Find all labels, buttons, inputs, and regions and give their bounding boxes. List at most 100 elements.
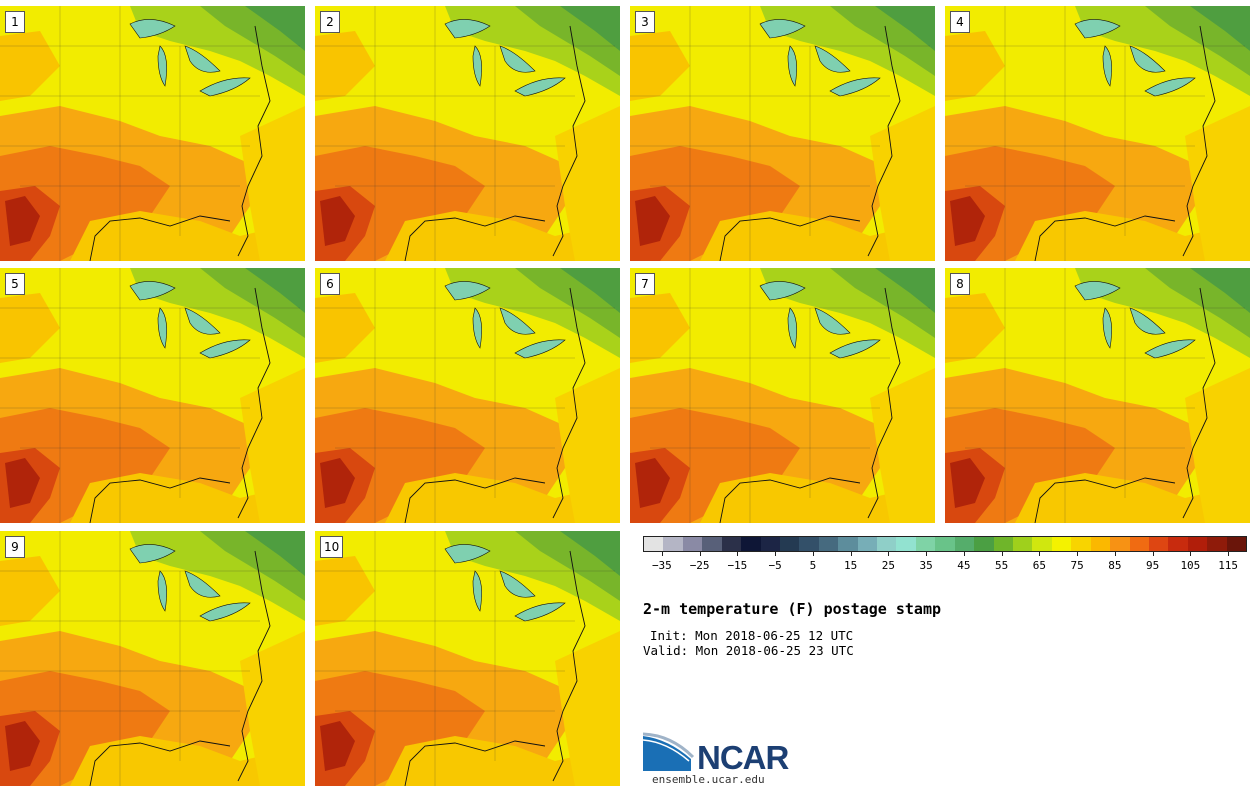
panel-number: 3 — [635, 11, 655, 33]
colorbar-tick-mark — [888, 552, 890, 556]
panel-number: 6 — [320, 273, 340, 295]
colorbar-swatch — [974, 537, 994, 551]
plot-title: 2-m temperature (F) postage stamp — [643, 600, 942, 618]
colorbar-swatch — [1090, 537, 1111, 551]
member-map-9: 9 — [0, 531, 305, 786]
logo-url: ensemble.ucar.edu — [652, 773, 765, 786]
member-map-1: 1 — [0, 6, 305, 261]
panel-number: 4 — [950, 11, 970, 33]
colorbar-swatch — [838, 537, 858, 551]
colorbar-tick-label: 45 — [957, 559, 971, 572]
init-time: Init: Mon 2018-06-25 12 UTC — [650, 628, 854, 643]
colorbar-tick-label: 15 — [844, 559, 858, 572]
colorbar-tick-label: −15 — [727, 559, 748, 572]
panel-number: 1 — [5, 11, 25, 33]
colorbar-tick-label: −5 — [768, 559, 782, 572]
colorbar-swatch — [877, 537, 897, 551]
colorbar-swatch — [1129, 537, 1149, 551]
colorbar-swatch — [682, 537, 703, 551]
temperature-map — [945, 6, 1250, 261]
colorbar-swatch — [1168, 537, 1188, 551]
panel-number: 8 — [950, 273, 970, 295]
logo-wordmark: NCAR — [697, 739, 789, 776]
colorbar-swatch — [935, 537, 955, 551]
colorbar-swatch — [1187, 537, 1208, 551]
temperature-map — [630, 268, 935, 523]
colorbar-tick-label: −25 — [689, 559, 710, 572]
colorbar-swatch — [1051, 537, 1072, 551]
colorbar-swatch — [1226, 537, 1247, 551]
member-map-7: 7 — [630, 268, 935, 523]
panel-number: 10 — [320, 536, 344, 558]
colorbar-tick-label: 25 — [881, 559, 895, 572]
colorbar-tick-label: 65 — [1032, 559, 1046, 572]
colorbar-swatch — [915, 537, 936, 551]
member-map-3: 3 — [630, 6, 935, 261]
colorbar-swatch — [1207, 537, 1227, 551]
temperature-colorbar — [643, 536, 1247, 552]
temperature-map — [945, 268, 1250, 523]
panel-number: 2 — [320, 11, 340, 33]
colorbar-swatch — [779, 537, 800, 551]
colorbar-tick-mark — [926, 552, 928, 556]
colorbar-swatch — [1071, 537, 1091, 551]
colorbar-swatch — [818, 537, 839, 551]
panel-number: 9 — [5, 536, 25, 558]
colorbar-tick-label: 95 — [1146, 559, 1160, 572]
colorbar-tick-mark — [661, 552, 663, 556]
colorbar-tick-mark — [1077, 552, 1079, 556]
temperature-map — [0, 268, 305, 523]
colorbar-tick-label: 35 — [919, 559, 933, 572]
member-map-2: 2 — [315, 6, 620, 261]
colorbar-swatch — [799, 537, 819, 551]
colorbar-tick-label: 5 — [809, 559, 817, 572]
panel-number: 5 — [5, 273, 25, 295]
member-map-6: 6 — [315, 268, 620, 523]
colorbar-tick-mark — [1228, 552, 1230, 556]
member-map-10: 10 — [315, 531, 620, 786]
colorbar-swatch — [954, 537, 975, 551]
colorbar-tick-mark — [737, 552, 739, 556]
colorbar-swatch — [760, 537, 780, 551]
valid-time: Valid: Mon 2018-06-25 23 UTC — [643, 643, 854, 658]
colorbar-tick-mark — [963, 552, 965, 556]
colorbar-swatch — [1013, 537, 1033, 551]
colorbar-tick-label: 105 — [1180, 559, 1201, 572]
panel-number: 7 — [635, 273, 655, 295]
colorbar-tick-mark — [1152, 552, 1154, 556]
colorbar-tick-label: −35 — [651, 559, 672, 572]
colorbar-swatch — [741, 537, 761, 551]
colorbar-tick-mark — [850, 552, 852, 556]
colorbar-tick-mark — [1001, 552, 1003, 556]
colorbar-ticks: −35 −25 −15 −5 5 15 25 35 45 55 65 75 85 95 105 115 — [643, 552, 1247, 572]
colorbar-tick-label: 55 — [995, 559, 1009, 572]
temperature-map — [315, 531, 620, 786]
colorbar-swatch — [1110, 537, 1130, 551]
colorbar-tick-mark — [812, 552, 814, 556]
member-map-8: 8 — [945, 268, 1250, 523]
colorbar-tick-label: 75 — [1070, 559, 1084, 572]
ncar-logo-icon — [643, 732, 695, 771]
colorbar-swatch — [644, 537, 664, 551]
temperature-map — [315, 6, 620, 261]
colorbar-tick-mark — [1039, 552, 1041, 556]
colorbar-tick-mark — [775, 552, 777, 556]
temperature-map — [630, 6, 935, 261]
colorbar-swatch — [993, 537, 1014, 551]
member-map-5: 5 — [0, 268, 305, 523]
colorbar-swatch — [721, 537, 742, 551]
colorbar-tick-mark — [1190, 552, 1192, 556]
colorbar-swatch — [1032, 537, 1052, 551]
colorbar-swatch — [663, 537, 683, 551]
member-map-4: 4 — [945, 6, 1250, 261]
colorbar-tick-mark — [699, 552, 701, 556]
temperature-map — [0, 531, 305, 786]
colorbar-swatch — [1148, 537, 1169, 551]
colorbar-swatch — [896, 537, 916, 551]
colorbar-swatch — [857, 537, 878, 551]
temperature-map — [315, 268, 620, 523]
colorbar-tick-label: 115 — [1218, 559, 1239, 572]
colorbar-tick-label: 85 — [1108, 559, 1122, 572]
colorbar-swatch — [702, 537, 722, 551]
colorbar-tick-mark — [1114, 552, 1116, 556]
